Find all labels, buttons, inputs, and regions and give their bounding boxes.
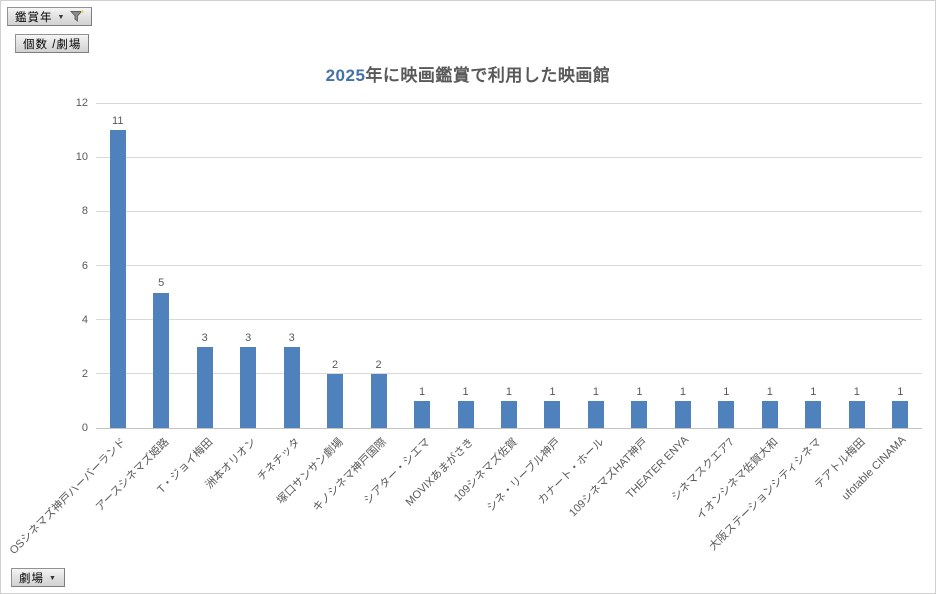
bar-data-label: 2 [332, 358, 339, 371]
bar-slot: 1 [792, 103, 835, 428]
bar-data-label: 1 [810, 385, 817, 398]
bar-slot: 2 [313, 103, 356, 428]
bar-slot: 11 [96, 103, 139, 428]
bar[interactable] [892, 400, 909, 428]
bar-slot: 3 [183, 103, 226, 428]
y-gridline [96, 373, 922, 375]
bar-slot: 1 [400, 103, 443, 428]
y-gridline [96, 102, 922, 104]
bar[interactable] [718, 400, 735, 428]
bar-slot: 1 [879, 103, 922, 428]
y-tick-label: 2 [81, 367, 88, 380]
bar[interactable] [414, 400, 431, 428]
bar-slot: 5 [139, 103, 182, 428]
chart-title-year: 2025 [325, 66, 366, 85]
y-tick-label: 4 [81, 313, 88, 326]
bar-slot: 1 [705, 103, 748, 428]
bar-data-label: 2 [375, 358, 382, 371]
bar-slot: 1 [531, 103, 574, 428]
filter-field-button-viewing-year[interactable]: 鑑賞年 ▼ [7, 7, 93, 26]
y-tick-label: 0 [81, 422, 88, 434]
y-tick-label: 10 [75, 151, 88, 164]
y-gridline [96, 210, 922, 212]
chart-title: 2025年に映画鑑賞で利用した映画館 [1, 61, 935, 86]
chevron-down-icon: ▼ [57, 14, 66, 21]
x-category-label: シネ・リーブル神戸 [485, 436, 564, 515]
value-field-button-count-of-theater[interactable]: 個数 /劇場 [15, 34, 90, 53]
bar[interactable] [370, 373, 387, 428]
value-field-label: 個数 /劇場 [23, 38, 82, 51]
bar[interactable] [631, 400, 648, 428]
bar-data-label: 1 [505, 385, 513, 398]
y-tick-label: 6 [81, 259, 88, 272]
bar[interactable] [283, 346, 300, 428]
bar-data-label: 1 [592, 385, 599, 398]
bar-data-label: 1 [636, 385, 643, 398]
bar-data-label: 3 [201, 331, 208, 344]
bar-slot: 1 [618, 103, 661, 428]
bar-data-label: 1 [853, 385, 860, 398]
bar-slot: 1 [661, 103, 704, 428]
axis-field-button-theater[interactable]: 劇場 ▼ [11, 568, 65, 587]
bar-data-label: 3 [245, 331, 252, 344]
bar-data-label: 5 [158, 277, 165, 290]
y-axis: 0 2 4 6 8 10 12 [1, 97, 90, 434]
bar-data-label: 1 [679, 385, 686, 398]
bar-data-label: 1 [462, 385, 469, 398]
bar-data-label: 1 [549, 385, 556, 398]
bar-slot: 1 [487, 103, 530, 428]
bar[interactable] [848, 400, 865, 428]
bar[interactable] [240, 346, 257, 428]
bar-data-label: 1 [897, 385, 904, 398]
y-tick-label: 8 [81, 205, 88, 218]
chart-title-text: 年に映画鑑賞で利用した映画館 [365, 66, 611, 85]
y-gridline [96, 265, 922, 266]
bar-data-label: 11 [112, 114, 124, 127]
y-tick-label: 12 [75, 97, 88, 109]
y-gridline [96, 156, 922, 158]
bar[interactable] [674, 400, 691, 428]
bar[interactable] [109, 130, 126, 428]
bar[interactable] [587, 400, 604, 428]
filter-funnel-icon [70, 10, 85, 23]
axis-field-label: 劇場 [19, 572, 44, 585]
bar[interactable] [805, 400, 822, 428]
bar[interactable] [761, 400, 778, 428]
y-gridline [96, 319, 922, 321]
bar-slot: 3 [226, 103, 269, 428]
bar-slot: 2 [357, 103, 400, 428]
filter-field-label: 鑑賞年 [15, 11, 53, 24]
bar-slot: 3 [270, 103, 313, 428]
bar[interactable] [196, 346, 213, 428]
bar[interactable] [500, 400, 517, 428]
bar[interactable] [457, 400, 474, 428]
bar-data-label: 1 [766, 385, 773, 398]
bar[interactable] [327, 373, 344, 428]
bar-slot: 1 [835, 103, 878, 428]
bar-data-label: 1 [723, 385, 730, 398]
bar-slot: 1 [748, 103, 791, 428]
bar-data-label: 1 [418, 385, 426, 398]
bar-slot: 1 [444, 103, 487, 428]
bar[interactable] [153, 292, 170, 428]
x-axis: OSシネマズ神戸ハーバーランド アースシネマズ姫路 T・ジョイ梅田 洲本オリオン チネチ… [8, 429, 922, 589]
bar-data-label: 3 [288, 331, 295, 344]
x-axis-line [96, 427, 922, 429]
plot-area: 11 5 3 3 3 2 2 1 1 1 1 1 1 1 1 1 1 1 1 [96, 102, 922, 429]
chevron-down-icon: ▼ [49, 575, 57, 582]
bar[interactable] [544, 400, 561, 428]
bar-slot: 1 [574, 103, 617, 428]
